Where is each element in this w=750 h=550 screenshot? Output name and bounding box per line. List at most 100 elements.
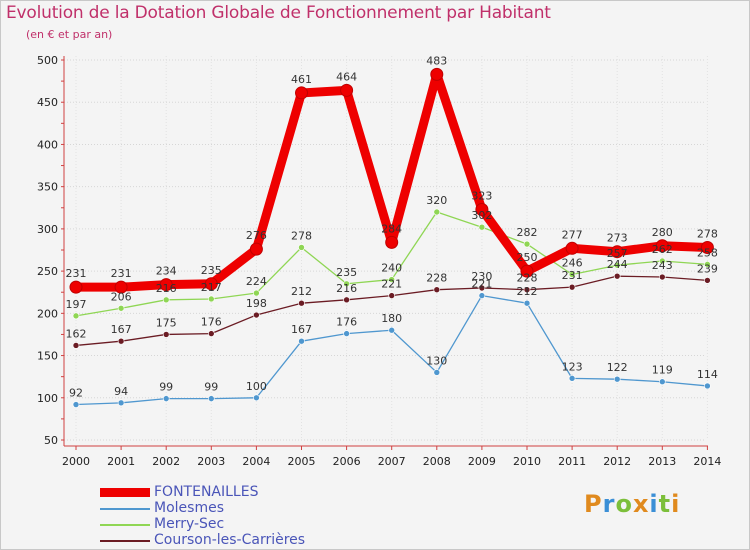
data-point-0	[295, 86, 308, 100]
data-label-3: 175	[156, 316, 177, 329]
chart-title: Evolution de la Dotation Globale de Fonc…	[6, 3, 551, 23]
data-point-1	[568, 375, 576, 382]
data-point-2	[433, 208, 441, 216]
data-point-0	[520, 264, 534, 278]
data-label-2: 246	[562, 256, 583, 269]
data-point-1	[72, 401, 80, 408]
data-point-1	[298, 337, 305, 345]
data-label-2: 320	[426, 194, 447, 207]
data-label-3: 231	[562, 269, 583, 282]
data-label-1: 123	[562, 360, 583, 373]
y-tick-label: 200	[37, 307, 58, 320]
data-label-3: 244	[607, 258, 628, 271]
data-label-1: 99	[159, 381, 173, 394]
data-point-3	[523, 286, 531, 293]
data-point-3	[568, 283, 576, 291]
data-label-1: 176	[336, 316, 357, 329]
data-point-0	[249, 242, 263, 256]
data-point-1	[478, 292, 486, 299]
data-point-1	[162, 395, 170, 402]
data-label-2: 282	[517, 226, 538, 239]
data-point-1	[433, 369, 441, 376]
data-point-1	[523, 299, 531, 307]
x-tick-label: 2006	[333, 455, 361, 468]
data-point-0	[655, 239, 669, 253]
y-tick-label: 50	[44, 434, 58, 447]
data-point-2	[72, 312, 80, 320]
y-tick-label: 100	[37, 392, 58, 405]
data-label-0: 461	[291, 73, 312, 86]
data-point-2	[343, 280, 350, 288]
data-label-2: 240	[381, 262, 402, 275]
data-point-2	[523, 240, 531, 248]
x-tick-label: 2008	[423, 455, 451, 468]
legend-swatch	[100, 540, 150, 542]
data-label-0: 235	[201, 264, 222, 277]
data-point-2	[117, 304, 125, 312]
legend-label: FONTENAILLES	[154, 484, 259, 500]
data-label-2: 206	[111, 290, 132, 303]
data-point-3	[433, 286, 441, 293]
data-label-3: 243	[652, 259, 673, 272]
data-point-0	[610, 245, 624, 259]
data-label-0: 276	[246, 229, 267, 242]
data-label-0: 483	[426, 54, 447, 67]
x-tick-label: 2001	[107, 455, 135, 468]
legend-swatch	[100, 524, 150, 526]
data-label-1: 92	[69, 387, 83, 400]
data-point-0	[430, 67, 444, 81]
data-point-2	[298, 244, 305, 251]
data-label-1: 94	[114, 385, 128, 398]
data-label-0: 231	[66, 267, 87, 280]
data-label-0: 323	[471, 189, 492, 202]
x-tick-label: 2000	[62, 455, 90, 468]
data-label-0: 280	[652, 226, 673, 239]
y-tick-label: 150	[37, 350, 58, 363]
data-point-0	[565, 241, 579, 255]
data-label-1: 212	[517, 285, 538, 298]
data-point-3	[208, 330, 215, 337]
data-label-2: 197	[66, 298, 87, 311]
data-label-0: 277	[562, 228, 583, 241]
data-point-3	[658, 273, 666, 281]
data-label-2: 257	[607, 247, 628, 260]
data-point-2	[478, 223, 486, 231]
data-point-1	[343, 330, 350, 337]
data-point-3	[613, 272, 621, 280]
data-label-2: 302	[471, 209, 492, 222]
data-label-2: 262	[652, 243, 673, 256]
data-label-3: 176	[201, 316, 222, 329]
data-point-1	[388, 326, 396, 334]
y-tick-label: 450	[37, 96, 58, 109]
legend-label: Molesmes	[154, 500, 224, 516]
data-point-1	[658, 378, 666, 386]
x-tick-label: 2007	[378, 455, 406, 468]
data-point-0	[69, 280, 83, 294]
chart-subtitle: (en € et par an)	[26, 28, 113, 41]
data-label-2: 216	[156, 282, 177, 295]
data-point-1	[704, 382, 711, 390]
data-label-0: 284	[381, 222, 402, 235]
data-label-3: 212	[291, 285, 312, 298]
data-label-0: 234	[156, 265, 177, 278]
y-tick-label: 300	[37, 223, 58, 236]
x-tick-label: 2003	[197, 455, 225, 468]
data-point-0	[159, 278, 173, 292]
data-label-1: 119	[652, 364, 673, 377]
proxiti-logo: Proxiti	[584, 490, 681, 518]
data-point-3	[343, 296, 350, 304]
data-label-1: 100	[246, 380, 267, 393]
data-point-1	[253, 394, 260, 402]
data-label-2: 278	[291, 229, 312, 242]
data-label-2: 258	[697, 246, 718, 259]
data-label-3: 230	[471, 270, 492, 283]
data-point-2	[162, 296, 170, 304]
legend-label: Courson-les-Carrières	[154, 532, 306, 548]
data-point-2	[208, 295, 215, 303]
data-label-2: 224	[246, 275, 267, 288]
data-label-0: 250	[517, 251, 538, 264]
data-label-3: 228	[426, 272, 447, 285]
data-point-0	[700, 240, 714, 254]
data-point-2	[658, 257, 666, 265]
